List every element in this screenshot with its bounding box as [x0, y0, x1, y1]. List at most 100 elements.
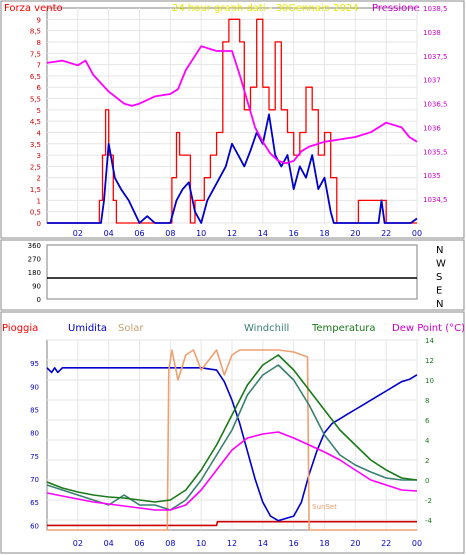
y-tick-label-left: 0,5 — [30, 209, 41, 217]
legend-humidity: Umidita — [68, 323, 107, 334]
y-tick-label-left: 5,5 — [30, 96, 41, 104]
y-tick-label-left: 3,5 — [30, 141, 41, 149]
legend-temperature: Temperatura — [311, 323, 376, 334]
x-tick-label: 10 — [196, 229, 206, 238]
x-tick-label: 08 — [165, 229, 175, 238]
top-chart-layer: 0 0,5 1 1,5 2 2,5 3 3,5 4 4,5 5 5,5 6 6,5 7 7,5 8 8,5 9 103… — [30, 5, 448, 238]
direction-label: E — [436, 286, 442, 297]
y-tick-label-left: 1 — [37, 197, 41, 205]
pressure-label: Pressione — [372, 3, 420, 14]
x-tick-label: 18 — [319, 539, 329, 548]
series-line — [46, 431, 418, 511]
sunset-annotation: SunSet — [312, 503, 337, 511]
x-tick-label: 02 — [73, 229, 83, 238]
x-tick-label: 04 — [104, 539, 114, 548]
y-tick-label-left: 6 — [37, 84, 42, 92]
x-tick-label: 02 — [73, 539, 83, 548]
legend-solar: Solar — [118, 323, 144, 334]
y-tick-label-humidity: 95 — [30, 360, 39, 368]
y-tick-label-temperature: 12 — [425, 357, 434, 365]
y-tick-label-humidity: 80 — [30, 430, 39, 438]
x-tick-label: 20 — [350, 229, 360, 238]
y-tick-label-left: 8 — [37, 39, 41, 47]
y-tick-label-temperature: 8 — [425, 397, 429, 405]
x-tick-label: 16 — [289, 539, 299, 548]
series-line — [47, 520, 417, 527]
series-line — [47, 113, 418, 224]
series-line — [47, 18, 417, 224]
y-tick-label-direction: 270 — [28, 256, 41, 264]
y-tick-label-temperature: 2 — [425, 457, 429, 465]
y-tick-label-temperature: -4 — [425, 517, 433, 525]
y-tick-label-direction: 360 — [28, 242, 41, 250]
y-tick-label-humidity: 60 — [30, 522, 39, 530]
y-tick-label-left: 2,5 — [30, 163, 41, 171]
legend-windchill: Windchill — [244, 323, 289, 334]
series-line — [46, 366, 418, 522]
x-tick-label: 08 — [165, 539, 175, 548]
x-tick-label: 14 — [258, 539, 268, 548]
chart-title: 24 hour graph dati - 30Gennaio 2024 — [172, 3, 359, 14]
direction-label: W — [436, 259, 446, 270]
y-tick-label-left: 5 — [37, 107, 41, 115]
x-tick-label: 10 — [196, 539, 206, 548]
y-tick-label-temperature: 6 — [425, 417, 430, 425]
y-tick-label-left: 8,5 — [30, 28, 41, 36]
series-line — [46, 45, 418, 165]
y-tick-label-humidity: 75 — [30, 453, 39, 461]
x-tick-label: 06 — [134, 539, 144, 548]
series-line — [46, 354, 418, 503]
wind-strength-label: Forza vento — [4, 3, 63, 14]
y-tick-label-temperature: 4 — [425, 437, 430, 445]
y-tick-label-humidity: 65 — [30, 499, 39, 507]
series-line — [46, 364, 417, 511]
legend-dewpoint: Dew Point (°C) — [392, 323, 465, 334]
y-tick-label-left: 2 — [37, 175, 41, 183]
y-tick-label-right: 1035,5 — [423, 148, 448, 156]
x-tick-label: 12 — [227, 539, 237, 548]
y-tick-label-left: 4 — [37, 129, 42, 137]
y-tick-label-humidity: 70 — [30, 476, 39, 484]
y-tick-label-left: 9 — [37, 16, 41, 24]
series-line — [47, 349, 417, 531]
y-tick-label-right: 1035 — [423, 172, 441, 180]
y-tick-label-right: 1037 — [423, 77, 441, 85]
y-tick-label-left: 3 — [37, 152, 41, 160]
x-tick-label: 04 — [104, 229, 114, 238]
y-tick-label-direction: 0 — [37, 296, 41, 304]
y-tick-label-temperature: -2 — [425, 497, 432, 505]
y-tick-label-right: 1034,5 — [423, 196, 448, 204]
y-tick-label-right: 1037,5 — [423, 53, 448, 61]
x-tick-label: 16 — [289, 229, 299, 238]
x-tick-label: 14 — [258, 229, 268, 238]
direction-label: S — [436, 272, 442, 283]
y-tick-label-direction: 90 — [32, 283, 41, 291]
x-tick-label: 20 — [350, 539, 360, 548]
y-tick-label-right: 1038 — [423, 29, 441, 37]
x-tick-label: 22 — [381, 229, 391, 238]
y-tick-label-right: 1038,5 — [423, 5, 448, 13]
y-tick-label-right: 1036,5 — [423, 101, 448, 109]
y-tick-label-left: 6,5 — [30, 73, 41, 81]
direction-label: N — [436, 299, 443, 310]
direction-label: N — [436, 245, 443, 256]
y-tick-label-humidity: 85 — [30, 407, 39, 415]
x-tick-label: 12 — [227, 229, 237, 238]
y-tick-label-humidity: 90 — [30, 383, 39, 391]
x-tick-label: 06 — [134, 229, 144, 238]
y-tick-label-left: 7 — [37, 62, 41, 70]
y-tick-label-temperature: 14 — [425, 337, 434, 345]
legend-rain: Pioggia — [2, 323, 38, 334]
x-tick-label: 18 — [319, 229, 329, 238]
y-tick-label-left: 4,5 — [30, 118, 41, 126]
x-tick-label: 00 — [412, 539, 422, 548]
y-tick-label-right: 1036 — [423, 124, 441, 132]
y-tick-label-direction: 180 — [28, 269, 41, 277]
y-tick-label-left: 0 — [37, 220, 41, 228]
y-tick-label-left: 7,5 — [30, 50, 41, 58]
x-tick-label: 00 — [412, 229, 422, 238]
